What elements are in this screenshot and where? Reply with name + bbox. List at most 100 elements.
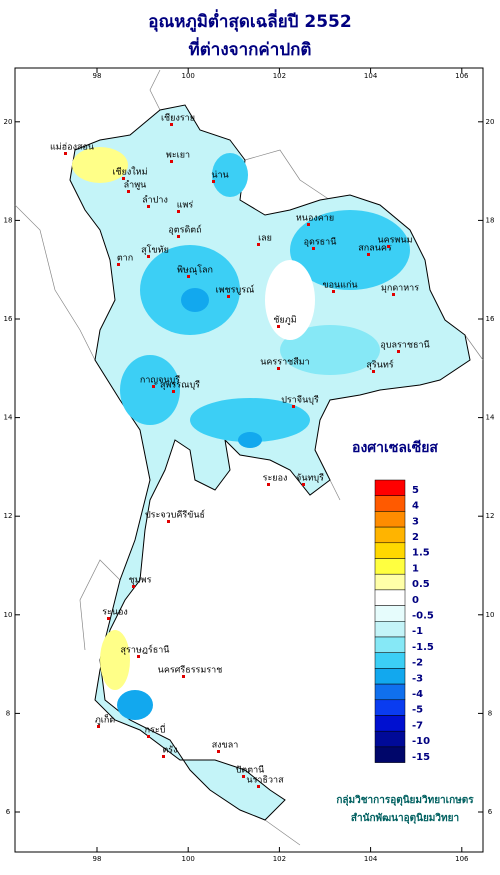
legend-swatch xyxy=(374,699,406,716)
province-label: กาญจนบุรี xyxy=(140,375,180,386)
title: อุณหภูมิต่ำสุดเฉลี่ยปี 2552 xyxy=(148,9,351,33)
station-dot xyxy=(167,520,170,523)
legend-swatch xyxy=(374,652,406,669)
station-dot xyxy=(277,367,280,370)
legend-swatch xyxy=(374,511,406,528)
station-dot xyxy=(212,180,215,183)
legend-label: -0.5 xyxy=(412,610,434,621)
province-label: ภูเก็ต xyxy=(95,713,115,726)
lat-tick-label: 20 xyxy=(486,118,495,126)
province-label: อุบลราชธานี xyxy=(380,340,429,351)
station-dot xyxy=(332,290,335,293)
station-dot xyxy=(177,210,180,213)
legend-swatch xyxy=(374,730,406,748)
station-dot xyxy=(64,152,67,155)
lon-tick-label: 102 xyxy=(273,855,286,863)
legend-label: -10 xyxy=(412,736,430,747)
province-label: เพชรบูรณ์ xyxy=(216,284,255,296)
province-label: นราธิวาส xyxy=(246,775,284,786)
legend-swatch xyxy=(374,526,406,544)
lon-tick-label: 100 xyxy=(182,72,195,80)
station-dot xyxy=(242,775,245,778)
province-label: ประจวบคีรีขันธ์ xyxy=(145,509,205,521)
station-dot xyxy=(187,275,190,278)
station-dot xyxy=(307,223,310,226)
station-dot xyxy=(217,750,220,753)
station-dot xyxy=(132,585,135,588)
station-dot xyxy=(122,177,125,180)
province-label: ชุมพร xyxy=(129,576,152,586)
station-dot xyxy=(137,655,140,658)
lon-tick-label: 98 xyxy=(93,72,102,80)
province-label: นครศรีธรรมราช xyxy=(158,665,223,676)
legend-swatch xyxy=(374,558,406,575)
station-dot xyxy=(397,350,400,353)
station-dot xyxy=(392,293,395,296)
station-dot xyxy=(162,755,165,758)
station-dot xyxy=(117,263,120,266)
legend-swatch xyxy=(374,621,406,638)
lat-tick-label: 8 xyxy=(488,709,492,717)
legend-swatch xyxy=(374,746,406,763)
province-label: สุพรรณบุรี xyxy=(160,380,200,391)
station-dot xyxy=(107,617,110,620)
station-dot xyxy=(182,675,185,678)
lat-tick-label: 14 xyxy=(486,414,495,422)
legend-label: -15 xyxy=(412,752,430,763)
station-dot xyxy=(152,385,155,388)
station-dot xyxy=(147,255,150,258)
province-label: สุโขทัย xyxy=(141,245,169,256)
legend-swatch xyxy=(374,715,406,732)
province-label: น่าน xyxy=(211,171,228,181)
province-label: สุราษฎร์ธานี xyxy=(121,644,170,656)
station-dot xyxy=(302,483,305,486)
province-label: พะเยา xyxy=(166,151,190,161)
lat-tick-label: 18 xyxy=(486,216,495,224)
station-dot xyxy=(147,205,150,208)
station-dot xyxy=(367,253,370,256)
legend-swatch xyxy=(374,589,406,606)
legend-swatch xyxy=(374,605,406,622)
lat-tick-label: 16 xyxy=(486,315,495,323)
unit-label: องศาเซลเซียส xyxy=(352,440,438,456)
legend-label: 0 xyxy=(412,595,419,606)
legend-swatch xyxy=(374,573,406,591)
legend-label: 4 xyxy=(412,501,419,512)
station-dot xyxy=(387,245,390,248)
legend-label: 5 xyxy=(412,485,419,496)
station-dot xyxy=(127,190,130,193)
legend-label: -1 xyxy=(412,626,423,637)
province-label: อุตรดิตถ์ xyxy=(168,224,201,236)
credit: กลุ่มวิชาการอุตุนิยมวิทยาเกษตร xyxy=(336,794,474,806)
station-dot xyxy=(277,325,280,328)
province-label: เชียงใหม่ xyxy=(112,167,147,178)
legend-label: 0.5 xyxy=(412,579,430,590)
lat-tick-label: 12 xyxy=(486,512,495,520)
lat-tick-label: 10 xyxy=(486,611,495,619)
lon-tick-label: 102 xyxy=(273,72,286,80)
province-label: สกลนคร xyxy=(358,244,392,254)
province-label: ปัตตานี xyxy=(236,765,265,776)
anomaly-areas xyxy=(72,147,410,720)
lon-tick-label: 106 xyxy=(455,72,469,80)
lon-tick-label: 98 xyxy=(93,855,102,863)
legend-label: 3 xyxy=(412,516,419,527)
province-label: มุกดาหาร xyxy=(381,284,419,294)
lat-tick-label: 20 xyxy=(4,118,13,126)
legend-label: -2 xyxy=(412,658,423,669)
station-dot xyxy=(257,243,260,246)
lon-tick-label: 104 xyxy=(364,72,378,80)
lon-tick-label: 104 xyxy=(364,855,378,863)
legend-label: 1.5 xyxy=(412,548,430,559)
lat-tick-label: 18 xyxy=(4,216,13,224)
province-label: นครพนม xyxy=(377,236,412,246)
lat-tick-label: 6 xyxy=(6,808,11,816)
station-dot xyxy=(172,390,175,393)
province-label: แพร่ xyxy=(177,201,194,211)
station-dot xyxy=(177,235,180,238)
legend-swatch xyxy=(374,495,406,512)
legend-label: -3 xyxy=(412,673,423,684)
legend-swatch xyxy=(374,479,406,496)
station-dot xyxy=(312,247,315,250)
